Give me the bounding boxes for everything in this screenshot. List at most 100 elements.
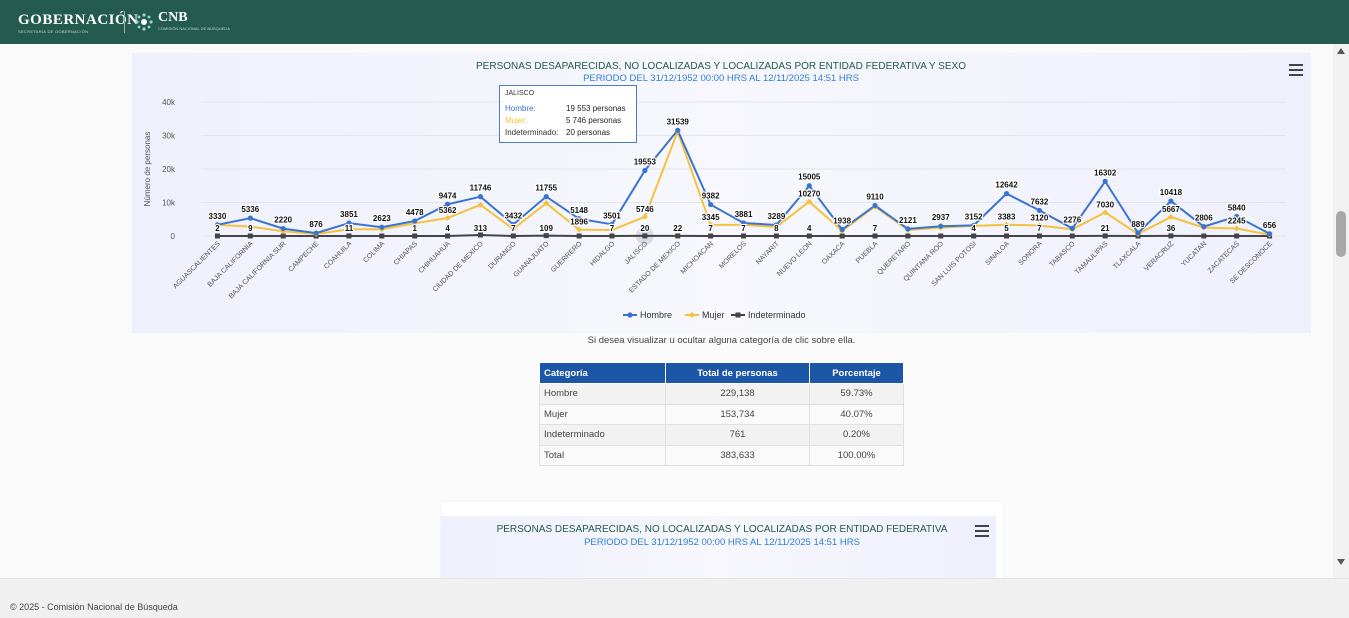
- data-point-indeterminado[interactable]: [1201, 233, 1207, 239]
- data-point-indeterminado[interactable]: [576, 233, 582, 239]
- data-point-mujer[interactable]: [608, 226, 615, 233]
- data-point-mujer[interactable]: [1167, 214, 1174, 221]
- data-point-mujer[interactable]: [247, 223, 254, 230]
- gobernacion-logo[interactable]: GOBERNACIÓN: [18, 12, 139, 28]
- data-point-mujer[interactable]: [510, 225, 517, 232]
- data-point-mujer[interactable]: [477, 201, 484, 208]
- data-point-hombre[interactable]: [806, 183, 812, 189]
- data-point-indeterminado[interactable]: [214, 233, 220, 239]
- chart-entidad-subtitle: PERIODO DEL 31/12/1952 00:00 HRS AL 12/1…: [584, 537, 860, 548]
- data-point-indeterminado[interactable]: [971, 233, 977, 239]
- data-point-mujer[interactable]: [1233, 225, 1240, 232]
- data-point-mujer[interactable]: [641, 213, 648, 220]
- data-point-hombre[interactable]: [740, 220, 747, 226]
- data-point-hombre[interactable]: [1266, 231, 1273, 237]
- data-point-hombre[interactable]: [1102, 178, 1108, 184]
- chart-entidad-plot-area: [441, 516, 996, 578]
- vertical-scrollbar[interactable]: [1333, 44, 1349, 578]
- data-point-indeterminado[interactable]: [1168, 233, 1174, 239]
- data-point-indeterminado[interactable]: [346, 233, 352, 239]
- data-point-indeterminado[interactable]: [543, 233, 549, 239]
- cnb-logo-text[interactable]: CNB: [158, 10, 188, 25]
- data-point-indeterminado[interactable]: [1036, 233, 1042, 239]
- data-point-indeterminado[interactable]: [675, 233, 681, 239]
- data-point-hombre[interactable]: [708, 201, 714, 208]
- data-point-indeterminado[interactable]: [741, 233, 746, 239]
- legend-item-mujer[interactable]: Mujer: [685, 310, 725, 320]
- scroll-up-arrow-icon[interactable]: [1337, 48, 1345, 54]
- chart-entidad-menu-button[interactable]: [975, 525, 989, 537]
- data-point-hombre[interactable]: [642, 167, 648, 174]
- data-point-mujer[interactable]: [806, 198, 813, 205]
- data-point-mujer[interactable]: [576, 226, 583, 233]
- data-point-hombre[interactable]: [938, 223, 944, 229]
- data-point-hombre[interactable]: [379, 224, 385, 230]
- table-row: Total 383,633 100.00%: [539, 444, 904, 466]
- data-point-hombre[interactable]: [280, 225, 286, 232]
- data-point-hombre[interactable]: [905, 226, 911, 232]
- data-point-indeterminado[interactable]: [872, 233, 878, 239]
- data-point-hombre[interactable]: [675, 127, 681, 133]
- data-point-indeterminado[interactable]: [839, 233, 845, 239]
- data-point-indeterminado[interactable]: [445, 233, 451, 239]
- data-point-hombre[interactable]: [412, 218, 418, 224]
- chart-legend[interactable]: Hombre Mujer Indeterminado: [623, 310, 806, 320]
- scroll-down-arrow-icon[interactable]: [1337, 559, 1345, 565]
- data-point-hombre[interactable]: [1168, 198, 1174, 204]
- legend-item-hombre[interactable]: Hombre: [623, 310, 672, 320]
- data-point-indeterminado[interactable]: [1004, 233, 1010, 239]
- data-point-hombre[interactable]: [609, 221, 615, 227]
- data-point-mujer[interactable]: [1102, 209, 1109, 216]
- data-point-indeterminado[interactable]: [938, 233, 944, 239]
- data-point-hombre[interactable]: [1135, 230, 1141, 236]
- data-point-mujer[interactable]: [543, 200, 550, 207]
- data-point-hombre[interactable]: [872, 202, 878, 209]
- data-point-mujer[interactable]: [1003, 221, 1010, 228]
- data-point-indeterminado[interactable]: [609, 233, 615, 239]
- x-tick-label: TAMAULIPAS: [1074, 240, 1110, 276]
- data-point-indeterminado[interactable]: [806, 233, 812, 239]
- data-point-hombre[interactable]: [839, 226, 845, 233]
- data-point-indeterminado[interactable]: [905, 233, 911, 239]
- data-point-hombre[interactable]: [1036, 207, 1043, 214]
- data-point-mujer[interactable]: [707, 221, 714, 228]
- data-label: 4: [445, 224, 450, 233]
- x-tick-label: BAJA CALIFORNIA SUR: [228, 240, 288, 300]
- data-point-hombre[interactable]: [510, 221, 516, 228]
- data-point-indeterminado[interactable]: [379, 233, 385, 239]
- data-point-indeterminado[interactable]: [1234, 233, 1240, 239]
- data-point-indeterminado[interactable]: [642, 233, 648, 239]
- data-point-indeterminado[interactable]: [477, 232, 483, 238]
- data-point-indeterminado[interactable]: [247, 233, 253, 239]
- data-point-hombre[interactable]: [1003, 191, 1010, 197]
- data-point-indeterminado[interactable]: [510, 233, 516, 239]
- data-point-indeterminado[interactable]: [1069, 233, 1075, 239]
- data-point-indeterminado[interactable]: [773, 233, 779, 239]
- legend-item-indeterminado[interactable]: Indeterminado: [731, 310, 806, 320]
- data-point-indeterminado[interactable]: [708, 233, 714, 239]
- data-point-hombre[interactable]: [971, 222, 977, 229]
- data-point-hombre[interactable]: [313, 230, 319, 236]
- data-point-hombre[interactable]: [247, 215, 253, 221]
- data-label: 11755: [535, 184, 557, 193]
- data-point-hombre[interactable]: [477, 194, 484, 200]
- x-tick-label: CAMPECHE: [287, 240, 320, 273]
- chart-menu-button[interactable]: [1289, 64, 1303, 76]
- x-tick-label: YUCATAN: [1180, 240, 1208, 268]
- data-point-hombre[interactable]: [576, 216, 582, 222]
- data-point-hombre[interactable]: [1201, 223, 1207, 230]
- data-point-mujer[interactable]: [345, 226, 352, 233]
- data-point-hombre[interactable]: [214, 222, 221, 228]
- data-point-mujer[interactable]: [444, 215, 451, 222]
- data-point-hombre[interactable]: [773, 222, 779, 228]
- data-point-hombre[interactable]: [1234, 213, 1240, 220]
- data-point-hombre[interactable]: [346, 220, 352, 226]
- data-point-indeterminado[interactable]: [1102, 233, 1108, 239]
- scroll-thumb[interactable]: [1336, 211, 1346, 257]
- data-point-hombre[interactable]: [444, 201, 451, 207]
- data-point-hombre[interactable]: [1069, 225, 1075, 231]
- data-point-mujer[interactable]: [1036, 222, 1043, 229]
- data-point-indeterminado[interactable]: [412, 233, 418, 239]
- data-point-hombre[interactable]: [543, 194, 549, 200]
- data-point-indeterminado[interactable]: [280, 233, 286, 239]
